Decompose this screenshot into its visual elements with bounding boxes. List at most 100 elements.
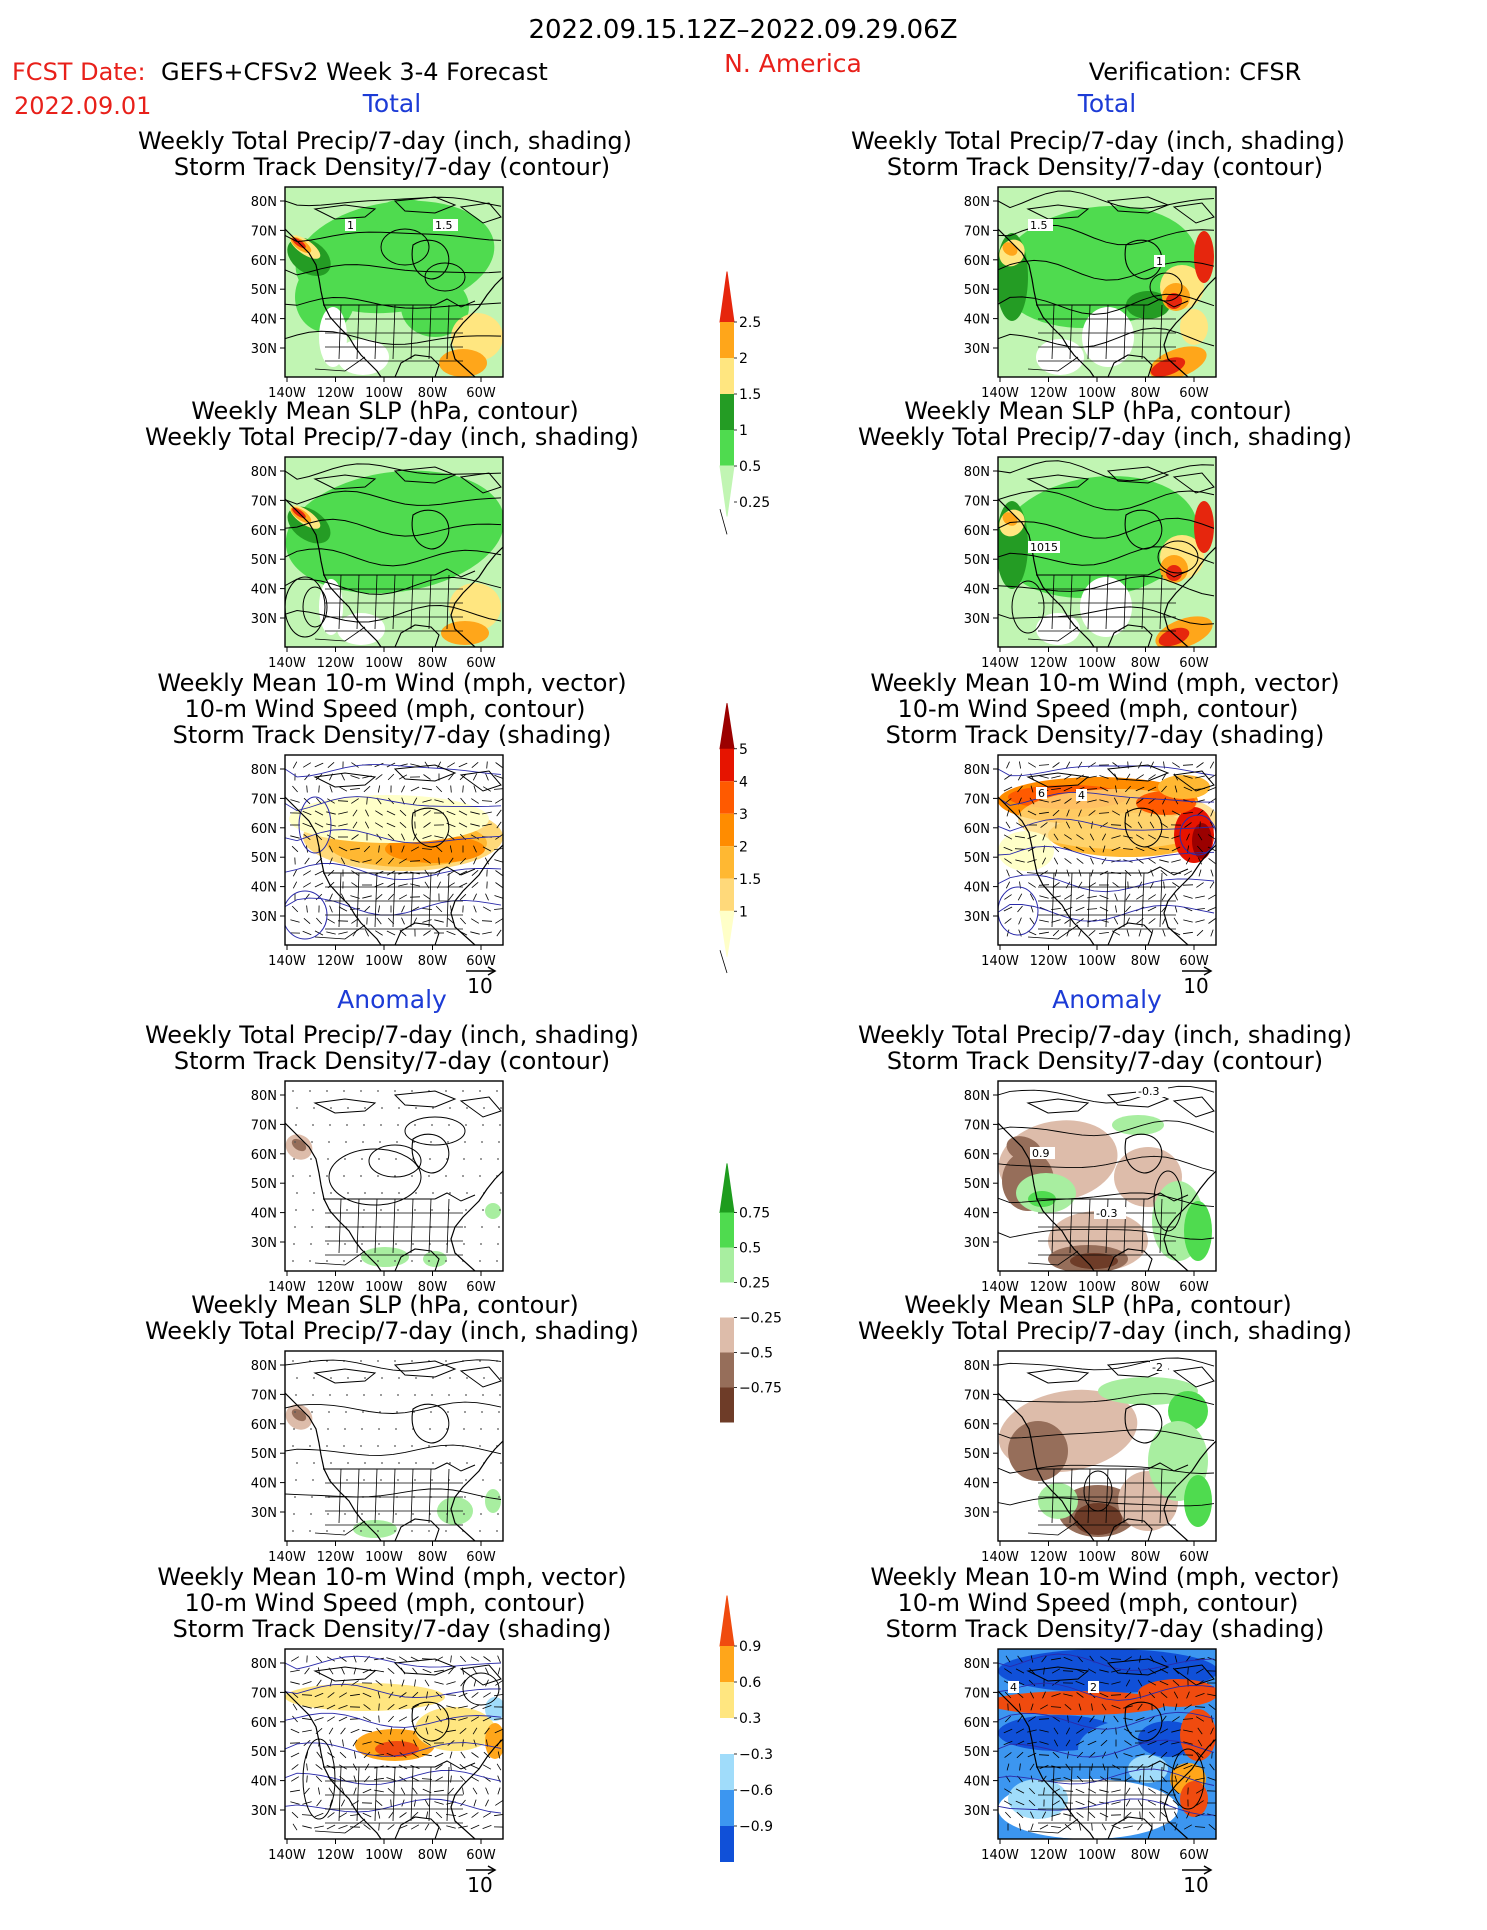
colorbar-swatch (720, 1718, 734, 1754)
lat-tick-label: 60N (964, 1418, 990, 1433)
lat-tick-label: 40N (964, 583, 990, 598)
lon-tick-label: 80W (418, 1848, 448, 1863)
colorbar-swatch (720, 1790, 734, 1826)
lat-tick-label: 40N (251, 881, 277, 896)
lat-tick-label: 60N (964, 1716, 990, 1731)
svg-text:Weekly Total Precip/7-day (inc: Weekly Total Precip/7-day (inch, shading… (138, 127, 632, 155)
lat-tick-label: 60N (964, 254, 990, 269)
lat-tick-label: 30N (964, 1236, 990, 1251)
lon-tick-label: 60W (1179, 1550, 1209, 1565)
svg-text:Weekly Mean SLP (hPa, contour): Weekly Mean SLP (hPa, contour) (904, 397, 1292, 425)
lon-tick-label: 60W (466, 954, 496, 969)
lon-tick-label: 120W (317, 656, 355, 671)
lat-tick-label: 30N (964, 612, 990, 627)
vector-reference-left-bottom: 10 (466, 1866, 495, 1897)
colorbar-label: 5 (739, 742, 748, 758)
lon-tick-label: 80W (1131, 386, 1161, 401)
colorbar-label: 2 (739, 839, 748, 855)
contour-label: 1015 (1028, 541, 1060, 554)
lon-tick-label: 60W (466, 386, 496, 401)
lon-tick-label: 60W (1179, 1848, 1209, 1863)
lon-tick-label: 60W (466, 1550, 496, 1565)
panel-title-p10: Weekly Total Precip/7-day (inch, shading… (858, 1021, 1352, 1075)
lat-tick-label: 80N (251, 195, 277, 210)
svg-text:Weekly Total Precip/7-day (inc: Weekly Total Precip/7-day (inch, shading… (858, 1021, 1352, 1049)
svg-text:Weekly Mean 10-m Wind (mph, ve: Weekly Mean 10-m Wind (mph, vector) (870, 669, 1339, 697)
svg-text:10: 10 (467, 974, 492, 998)
colorbar-swatch (720, 1646, 734, 1682)
total-heading-right: Total (1077, 89, 1136, 118)
lon-tick-label: 140W (981, 1848, 1019, 1863)
lon-tick-label: 80W (418, 656, 448, 671)
lon-tick-label: 120W (317, 954, 355, 969)
colorbar-swatch (720, 1388, 734, 1423)
svg-text:10-m Wind Speed (mph, contour): 10-m Wind Speed (mph, contour) (897, 1589, 1298, 1617)
svg-text:Storm Track Density/7-day (con: Storm Track Density/7-day (contour) (887, 1047, 1323, 1075)
lat-tick-label: 80N (251, 1089, 277, 1104)
colorbar-label: −0.6 (739, 1783, 773, 1799)
lat-tick-label: 80N (251, 763, 277, 778)
lat-tick-label: 70N (251, 1118, 277, 1133)
lat-tick-label: 70N (251, 224, 277, 239)
colorbar-swatch (720, 1318, 734, 1353)
lat-tick-label: 30N (964, 1506, 990, 1521)
svg-text:1.5: 1.5 (1030, 219, 1048, 232)
colorbar-swatch (720, 879, 734, 912)
period-title: 2022.09.15.12Z–2022.09.29.06Z (528, 15, 957, 45)
colorbar-label: 2 (739, 351, 748, 367)
contour-label: 6 (1036, 787, 1047, 800)
panel-title-p12: Weekly Mean 10-m Wind (mph, vector) 10-m… (870, 1563, 1339, 1643)
lon-tick-label: 120W (317, 1550, 355, 1565)
contour-label: 1.5 (433, 219, 458, 232)
svg-text:0.9: 0.9 (1032, 1147, 1050, 1160)
colorbar-anom-precip: −0.75−0.5−0.250.250.50.75 (720, 1164, 782, 1423)
lon-tick-label: 100W (1078, 1550, 1116, 1565)
colorbar-label: −0.25 (739, 1311, 782, 1327)
colorbar-label: 0.25 (739, 495, 770, 511)
svg-text:Weekly Mean SLP (hPa, contour): Weekly Mean SLP (hPa, contour) (191, 397, 579, 425)
lon-tick-label: 120W (1030, 1550, 1068, 1565)
colorbar-label: 3 (739, 807, 748, 823)
verification-title: Verification: CFSR (1089, 58, 1302, 86)
lon-tick-label: 120W (317, 386, 355, 401)
lat-tick-label: 70N (964, 1388, 990, 1403)
lon-tick-label: 100W (365, 954, 403, 969)
lat-tick-label: 50N (251, 283, 277, 298)
panel-title-p3: Weekly Mean 10-m Wind (mph, vector) 10-m… (157, 669, 626, 749)
panel-title-p11: Weekly Mean SLP (hPa, contour) Weekly To… (858, 1291, 1352, 1345)
lat-tick-label: 70N (964, 792, 990, 807)
colorbar-label: 4 (739, 774, 748, 790)
svg-text:4: 4 (1078, 789, 1085, 802)
lon-tick-label: 140W (268, 386, 306, 401)
lat-tick-label: 60N (251, 1418, 277, 1433)
lat-tick-label: 70N (251, 792, 277, 807)
svg-text:1: 1 (1156, 255, 1163, 268)
lat-tick-label: 80N (964, 465, 990, 480)
svg-text:-0.3: -0.3 (1096, 1207, 1117, 1220)
anomaly-heading-left: Anomaly (337, 985, 447, 1014)
svg-text:Storm Track Density/7-day (sha: Storm Track Density/7-day (shading) (886, 1615, 1325, 1643)
lon-tick-label: 140W (981, 386, 1019, 401)
svg-text:Weekly Total Precip/7-day (inc: Weekly Total Precip/7-day (inch, shading… (145, 1317, 639, 1345)
lat-tick-label: 40N (251, 1775, 277, 1790)
colorbar-label: −0.9 (739, 1819, 773, 1835)
svg-text:10-m Wind Speed (mph, contour): 10-m Wind Speed (mph, contour) (184, 1589, 585, 1617)
svg-text:Weekly Mean 10-m Wind (mph, ve: Weekly Mean 10-m Wind (mph, vector) (870, 1563, 1339, 1591)
lon-tick-label: 80W (418, 386, 448, 401)
lat-tick-label: 70N (964, 494, 990, 509)
lat-tick-label: 50N (964, 851, 990, 866)
colorbar-swatch (720, 1353, 734, 1388)
lon-tick-label: 60W (466, 1280, 496, 1295)
svg-text:Weekly Total Precip/7-day (inc: Weekly Total Precip/7-day (inch, shading… (858, 423, 1352, 451)
lon-tick-label: 60W (466, 656, 496, 671)
lon-tick-label: 100W (365, 386, 403, 401)
svg-text:-2: -2 (1152, 1361, 1163, 1374)
lon-tick-label: 80W (418, 1550, 448, 1565)
lat-tick-label: 30N (964, 342, 990, 357)
lat-tick-label: 80N (251, 1359, 277, 1374)
svg-text:Weekly Mean SLP (hPa, contour): Weekly Mean SLP (hPa, contour) (191, 1291, 579, 1319)
svg-text:Weekly Mean 10-m Wind (mph, ve: Weekly Mean 10-m Wind (mph, vector) (157, 669, 626, 697)
lat-tick-label: 60N (251, 1716, 277, 1731)
